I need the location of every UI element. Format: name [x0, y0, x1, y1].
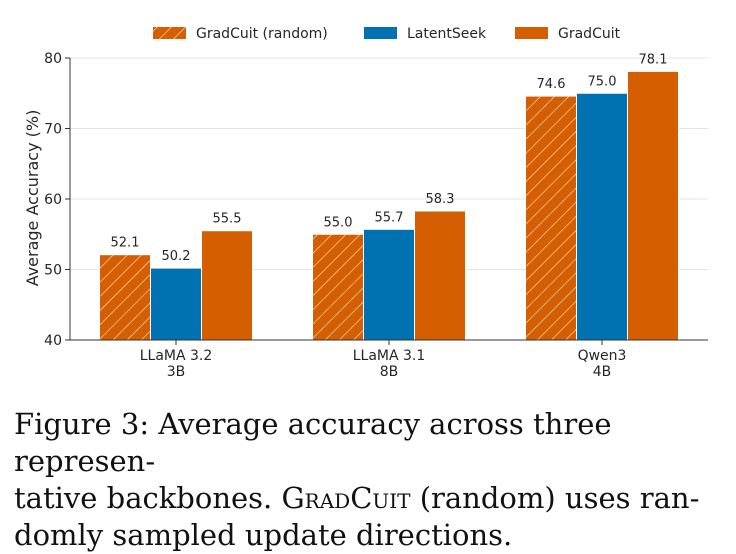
legend-swatch	[364, 27, 397, 39]
x-tick-label: LLaMA 3.2	[140, 348, 213, 364]
legend-swatch	[153, 27, 186, 39]
bar	[627, 70, 679, 341]
x-tick-label: 4B	[593, 364, 612, 380]
bar	[99, 254, 151, 341]
figure-caption: Figure 3: Average accuracy across three …	[14, 406, 726, 554]
caption-line-2-end: (random) uses ran-	[410, 481, 700, 515]
data-label: 74.6	[537, 77, 566, 92]
data-label: 50.2	[162, 249, 191, 264]
x-tick-label: Qwen3	[578, 348, 627, 364]
y-tick-label: 80	[44, 51, 62, 67]
legend: GradCuit (random) LatentSeek GradCuit	[153, 26, 621, 42]
caption-line-2-start: tative backbones.	[14, 481, 282, 515]
legend-swatch	[515, 27, 548, 39]
y-tick-label: 40	[44, 333, 62, 349]
caption-method-name: GradCuit	[281, 481, 411, 515]
legend-label: LatentSeek	[407, 26, 487, 42]
x-tick-label: 3B	[167, 364, 186, 380]
y-tick-label: 60	[44, 192, 62, 208]
data-label: 52.1	[111, 236, 140, 251]
bar	[150, 267, 202, 341]
data-label: 55.5	[213, 212, 242, 227]
data-label: 55.7	[375, 210, 404, 225]
legend-label: GradCuit	[558, 26, 621, 42]
caption-line-3: domly sampled update directions.	[14, 518, 513, 552]
x-tick-label: LLaMA 3.1	[353, 348, 426, 364]
bar	[525, 95, 577, 341]
data-label: 58.3	[426, 192, 455, 207]
data-label: 78.1	[639, 52, 668, 67]
bar-chart: 52.1 50.2 55.5 55.0 55.7 58.3 74.6 75.0 78.1 40 5…	[23, 26, 708, 380]
bars: 52.1 50.2 55.5 55.0 55.7 58.3 74.6 75.0 78.1	[99, 52, 679, 341]
bar	[576, 92, 628, 341]
y-tick-label: 70	[44, 122, 62, 138]
data-label: 75.0	[588, 74, 617, 89]
x-tick-label: 8B	[380, 364, 399, 380]
y-axis-label: Average Accuracy (%)	[23, 110, 42, 287]
data-label: 55.0	[324, 215, 353, 230]
caption-line-1: Figure 3: Average accuracy across three …	[14, 407, 612, 478]
bar	[363, 228, 415, 341]
legend-label: GradCuit (random)	[196, 26, 328, 42]
bar	[312, 233, 364, 341]
y-tick-label: 50	[44, 263, 62, 279]
bar	[414, 210, 466, 341]
bar	[201, 230, 253, 341]
